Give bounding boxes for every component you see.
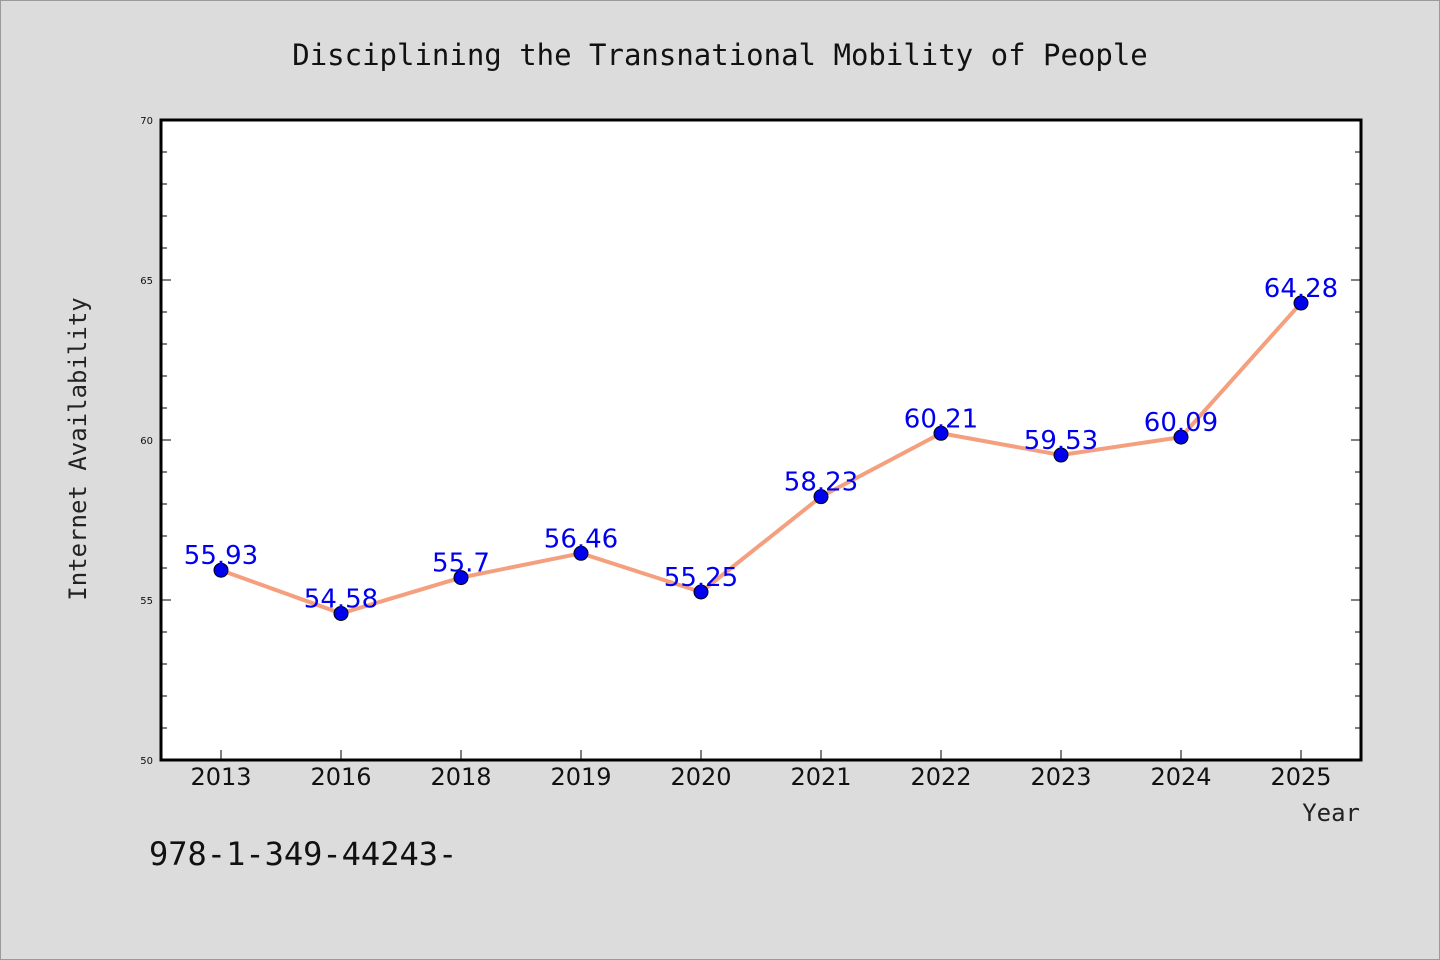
data-labels: 55.93 54.58 55.7 56.46 55.25 58.23 60.21 59.53 6… bbox=[184, 274, 1338, 614]
x-tick-label: 2022 bbox=[910, 763, 971, 791]
data-point bbox=[213, 562, 229, 578]
x-axis-title: Year bbox=[1302, 799, 1360, 827]
y-tick-label: 70 bbox=[140, 116, 153, 127]
y-tick-label: 50 bbox=[140, 756, 153, 767]
data-label: 60.21 bbox=[904, 404, 978, 434]
data-point bbox=[573, 545, 589, 561]
data-point bbox=[693, 584, 709, 600]
x-tick-label: 2025 bbox=[1270, 763, 1331, 791]
data-point bbox=[813, 489, 829, 505]
x-tick-label: 2024 bbox=[1150, 763, 1211, 791]
data-point bbox=[453, 570, 469, 586]
isbn-footnote: 978-1-349-44243- bbox=[149, 835, 457, 873]
data-point bbox=[1293, 295, 1309, 311]
series-line bbox=[220, 301, 1303, 616]
data-label: 54.58 bbox=[304, 584, 378, 614]
y-tick-label: 60 bbox=[140, 436, 153, 447]
data-label: 55.93 bbox=[184, 541, 258, 571]
data-point bbox=[1173, 429, 1189, 445]
y-axis: 50 55 60 65 70 bbox=[140, 116, 1361, 767]
x-tick-label: 2016 bbox=[310, 763, 371, 791]
chart-title: Disciplining the Transnational Mobility … bbox=[292, 38, 1148, 72]
data-label: 56.46 bbox=[544, 524, 618, 554]
y-tick-label: 55 bbox=[140, 596, 153, 607]
data-point bbox=[933, 425, 949, 441]
data-label: 60.09 bbox=[1144, 408, 1218, 438]
data-point bbox=[333, 605, 349, 621]
x-tick-label: 2019 bbox=[550, 763, 611, 791]
data-label: 55.25 bbox=[664, 563, 738, 593]
x-tick-label: 2018 bbox=[430, 763, 491, 791]
x-tick-label: 2020 bbox=[670, 763, 731, 791]
data-label: 59.53 bbox=[1024, 426, 1098, 456]
series-internet-availability bbox=[213, 295, 1309, 621]
data-label: 55.7 bbox=[432, 549, 490, 579]
data-label: 64.28 bbox=[1264, 274, 1338, 304]
data-point bbox=[1053, 447, 1069, 463]
y-axis-title: Internet Availability bbox=[64, 297, 92, 600]
y-tick-label: 65 bbox=[140, 276, 153, 287]
x-axis: 2013 2016 2018 2019 2020 2021 2022 2023 2024 2025 bbox=[190, 750, 1332, 791]
x-tick-label: 2021 bbox=[790, 763, 851, 791]
data-label: 58.23 bbox=[784, 468, 858, 498]
x-tick-label: 2023 bbox=[1030, 763, 1091, 791]
x-tick-label: 2013 bbox=[190, 763, 251, 791]
